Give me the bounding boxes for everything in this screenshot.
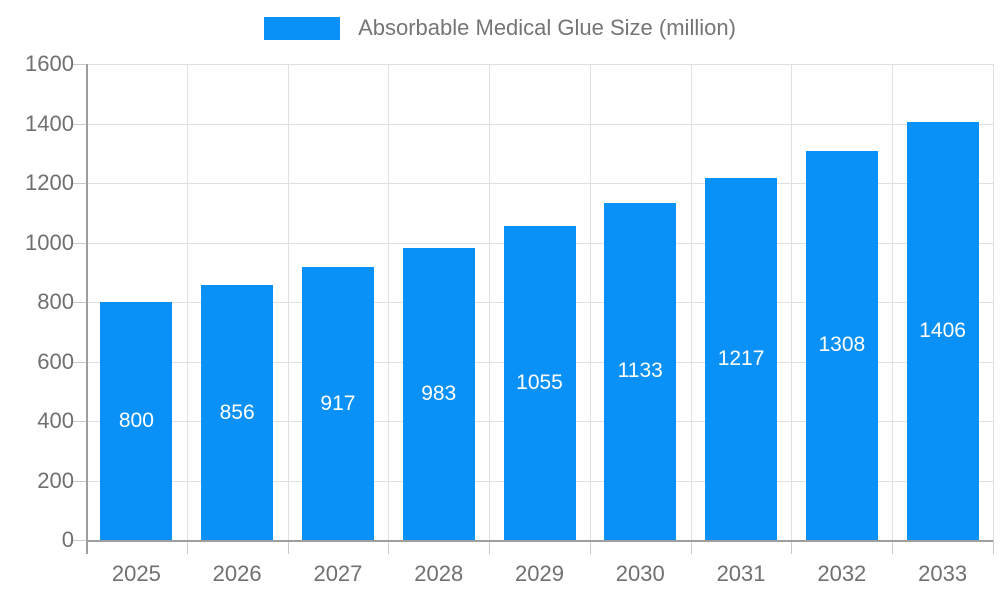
- x-axis-tick: [489, 540, 491, 554]
- bar-value-label: 1406: [919, 318, 966, 342]
- y-axis-label: 1600: [25, 51, 74, 76]
- x-axis-tick: [993, 540, 994, 554]
- gridline-horizontal: [86, 183, 993, 184]
- y-axis-label: 1000: [25, 229, 74, 255]
- x-axis-tick: [791, 540, 793, 554]
- y-axis-tick: [72, 123, 86, 125]
- bar[interactable]: [301, 267, 374, 540]
- gridline-vertical: [892, 64, 894, 540]
- y-axis-label: 1400: [25, 110, 74, 136]
- gridline-horizontal: [86, 123, 993, 125]
- bar-value-label: 1308: [818, 333, 866, 357]
- gridline-vertical: [791, 64, 793, 540]
- bar-value-label: 856: [219, 400, 255, 424]
- gridline-vertical: [388, 64, 390, 540]
- y-axis-label: 600: [37, 348, 74, 374]
- gridline-vertical: [690, 64, 692, 540]
- x-axis-label: 2025: [111, 561, 161, 586]
- y-axis-tick: [72, 421, 86, 422]
- bar[interactable]: [604, 202, 677, 540]
- legend-label: Absorbable Medical Glue Size (million): [358, 15, 736, 40]
- bar-value-label: 1133: [617, 359, 663, 383]
- bar-value-label: 983: [421, 381, 457, 405]
- gridline-horizontal: [86, 64, 993, 65]
- y-axis-label: 400: [37, 408, 74, 433]
- x-axis-tick: [186, 540, 188, 554]
- bar[interactable]: [402, 247, 475, 540]
- y-axis-label: 200: [37, 467, 74, 493]
- gridline-vertical: [186, 64, 188, 540]
- bar-value-label: 1217: [717, 346, 765, 370]
- gridline-vertical: [287, 64, 289, 540]
- y-axis-line: [86, 64, 88, 554]
- y-axis-tick: [72, 64, 86, 65]
- y-axis-tick: [72, 183, 86, 184]
- x-axis-label: 2029: [515, 561, 564, 586]
- x-axis-tick: [589, 540, 591, 554]
- x-axis-label: 2027: [313, 561, 363, 586]
- x-axis-label: 2032: [817, 561, 867, 586]
- x-axis-tick: [690, 540, 692, 554]
- y-axis-tick: [72, 302, 86, 303]
- bar[interactable]: [906, 121, 979, 540]
- x-axis-tick: [287, 540, 289, 554]
- gridline-vertical: [589, 64, 591, 540]
- x-axis-label: 2031: [716, 561, 766, 586]
- x-axis-line: [86, 540, 993, 542]
- y-axis-tick: [72, 242, 86, 244]
- x-axis-label: 2028: [414, 561, 464, 586]
- y-axis-label: 0: [61, 527, 74, 552]
- bar-value-label: 1055: [516, 371, 563, 395]
- x-axis-label: 2033: [918, 561, 968, 586]
- y-axis-label: 800: [37, 289, 74, 314]
- bar[interactable]: [201, 285, 274, 540]
- bar[interactable]: [705, 177, 778, 540]
- x-axis-label: 2026: [212, 561, 262, 586]
- y-axis-tick: [72, 361, 86, 363]
- gridline-vertical: [489, 64, 491, 540]
- x-axis-tick: [892, 540, 894, 554]
- x-axis-tick: [388, 540, 390, 554]
- bar-value-label: 917: [320, 391, 356, 415]
- legend-swatch-icon: [264, 16, 341, 40]
- bar-value-label: 800: [118, 409, 154, 432]
- y-axis-tick: [72, 540, 86, 541]
- bar[interactable]: [805, 150, 878, 540]
- bar[interactable]: [100, 302, 173, 540]
- x-axis-label: 2030: [615, 561, 665, 586]
- y-axis-tick: [72, 480, 86, 482]
- bar[interactable]: [503, 226, 576, 540]
- legend[interactable]: Absorbable Medical Glue Size (million): [0, 12, 1000, 44]
- gridline-vertical: [993, 64, 994, 540]
- y-axis-label: 1200: [25, 170, 74, 195]
